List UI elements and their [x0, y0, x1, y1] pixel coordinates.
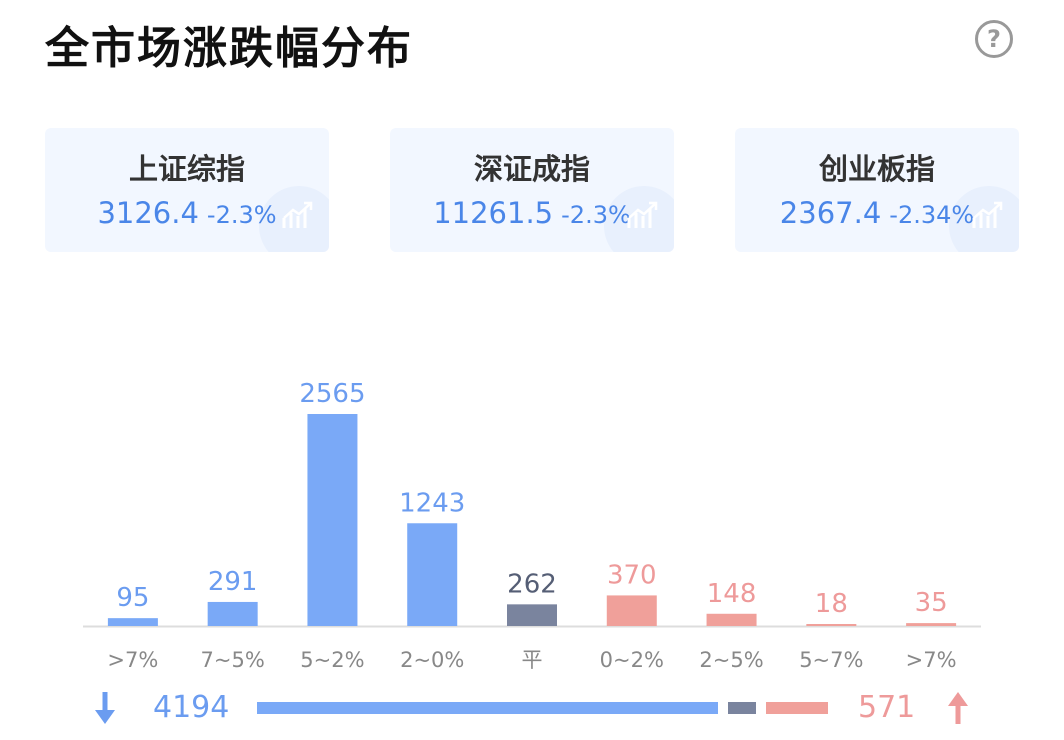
bar [507, 604, 557, 626]
tick-label: 2~0% [400, 648, 464, 672]
index-value: 11261.5 [433, 196, 554, 230]
arrow-down-icon [95, 692, 115, 724]
down-total: 4194 [153, 690, 230, 725]
index-change: -2.3% [206, 201, 277, 229]
card-decoration [604, 186, 674, 252]
tick-label: 0~2% [600, 648, 664, 672]
index-name: 创业板指 [818, 152, 935, 186]
index-change: -2.3% [561, 201, 631, 229]
data-label: 2565 [299, 379, 365, 409]
bar [207, 601, 258, 626]
data-label: 35 [915, 588, 948, 618]
index-value: 2367.4 [779, 196, 882, 230]
data-label: 262 [507, 569, 557, 599]
tick-label: 7~5% [201, 648, 265, 672]
up-total: 571 [858, 690, 916, 725]
tick-label: 2~5% [699, 648, 763, 672]
tick-label: >7% [906, 648, 957, 672]
data-label: 291 [208, 567, 258, 597]
index-name: 深证成指 [473, 152, 590, 186]
bar [806, 624, 857, 626]
tick-label: >7% [107, 648, 158, 672]
index-name: 上证综指 [128, 152, 245, 186]
tick-label: 5~7% [799, 648, 863, 672]
bar [407, 523, 458, 626]
trend-up-icon [972, 201, 1003, 228]
down-summary-bar [257, 702, 718, 714]
distribution-chart: 95 >7% 291 7~5% 2565 5~2% 1243 2~0% 262 平 370 0~2% 1… [83, 379, 981, 672]
data-label: 148 [707, 579, 757, 609]
tick-label: 5~2% [300, 648, 364, 672]
tick-label: 平 [522, 648, 543, 672]
data-label: 18 [815, 589, 848, 619]
data-label: 370 [607, 560, 657, 590]
data-label: 1243 [399, 488, 465, 518]
trend-up-icon [627, 201, 658, 228]
index-card-shanghai[interactable]: 上证综指 3126.4 -2.3% [45, 128, 329, 252]
bar [307, 414, 358, 626]
index-value: 3126.4 [97, 196, 199, 230]
bar [906, 623, 957, 626]
flat-summary-bar [728, 702, 756, 714]
trend-up-icon [282, 201, 313, 228]
up-summary-bar [766, 702, 828, 714]
arrow-up-icon [948, 692, 968, 724]
data-label: 95 [116, 583, 149, 613]
help-icon[interactable]: ? [975, 20, 1013, 58]
bar [706, 613, 757, 626]
index-change: -2.34% [889, 201, 975, 229]
card-decoration [259, 186, 329, 252]
card-decoration [949, 186, 1019, 252]
bar [606, 595, 657, 626]
bar [107, 618, 158, 626]
index-card-chinext[interactable]: 创业板指 2367.4 -2.34% [735, 128, 1019, 252]
index-card-shenzhen[interactable]: 深证成指 11261.5 -2.3% [390, 128, 674, 252]
page-title: 全市场涨跌幅分布 [45, 23, 413, 74]
